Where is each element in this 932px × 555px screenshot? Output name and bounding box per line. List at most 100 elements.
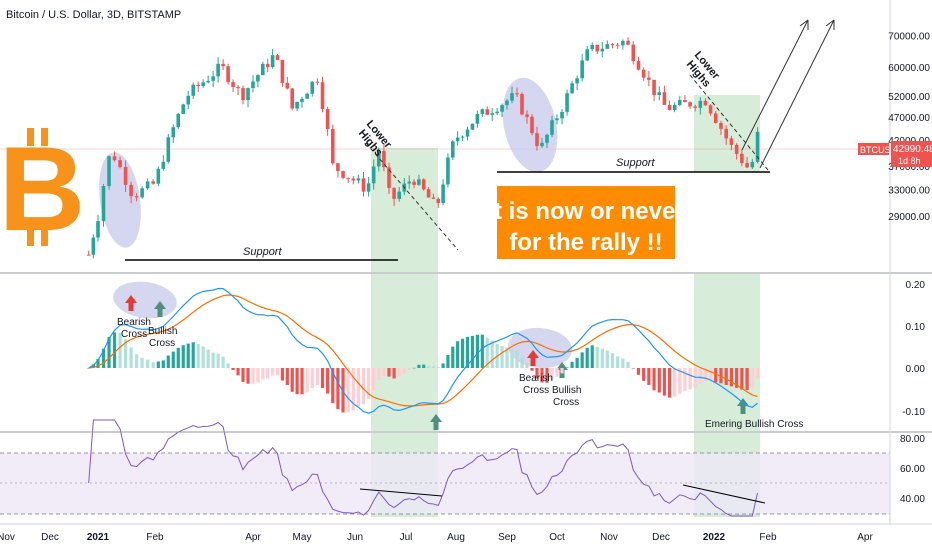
macd-histogram-bar bbox=[740, 368, 744, 390]
price-badge bbox=[891, 141, 932, 167]
bullish-cross-2-line2: Cross bbox=[553, 397, 579, 408]
macd-histogram-bar bbox=[285, 368, 289, 385]
macd-histogram-bar bbox=[87, 368, 91, 369]
macd-histogram-bar bbox=[750, 368, 754, 388]
time-tick-label: 2022 bbox=[703, 532, 726, 543]
candle-body bbox=[145, 181, 150, 189]
macd-histogram-bar bbox=[290, 368, 294, 392]
candle-body bbox=[510, 93, 514, 101]
candle-body bbox=[575, 78, 579, 84]
bearish-cross-2-line2: Cross bbox=[523, 385, 549, 396]
candle-body bbox=[412, 181, 416, 185]
macd-histogram-bar bbox=[315, 368, 319, 385]
macd-histogram-bar bbox=[530, 368, 534, 371]
macd-histogram-bar bbox=[331, 368, 335, 404]
macd-histogram-bar bbox=[407, 368, 411, 371]
candle-body bbox=[460, 136, 465, 138]
highlight-ellipse bbox=[502, 77, 558, 173]
macd-histogram-bar bbox=[745, 368, 749, 391]
rsi-line bbox=[88, 419, 758, 517]
rsi-tick-label: 80.00 bbox=[900, 434, 925, 445]
candle-body bbox=[351, 178, 356, 181]
candle-body bbox=[570, 83, 574, 94]
macd-histogram-bar bbox=[555, 368, 559, 377]
macd-tick-label: 0.10 bbox=[906, 322, 926, 333]
candle-body bbox=[621, 40, 625, 46]
candle-body bbox=[505, 100, 509, 106]
macd-histogram-bar bbox=[382, 368, 386, 376]
callout-box bbox=[497, 186, 675, 259]
macd-histogram-bar bbox=[724, 368, 728, 386]
candle-body bbox=[392, 187, 396, 199]
bullish-cross-1-line1: Bullish bbox=[148, 326, 177, 337]
candle-body bbox=[211, 76, 215, 81]
macd-tick-label: -0.10 bbox=[902, 407, 925, 418]
candle-body bbox=[196, 84, 200, 87]
candle-body bbox=[285, 82, 290, 89]
candle-body bbox=[270, 55, 275, 68]
macd-tick-label: 0.00 bbox=[906, 364, 926, 375]
candle-body bbox=[310, 81, 315, 94]
candle-body bbox=[181, 104, 186, 114]
macd-histogram-bar bbox=[540, 368, 544, 383]
macd-histogram-bar bbox=[431, 366, 436, 368]
macd-histogram-bar bbox=[616, 356, 620, 368]
macd-histogram-bar bbox=[221, 356, 225, 368]
macd-histogram-bar bbox=[515, 350, 519, 368]
candle-body bbox=[734, 144, 739, 154]
projection-arrow-2-head bbox=[825, 19, 835, 30]
candle-body bbox=[91, 237, 96, 255]
macd-histogram-bar bbox=[500, 345, 504, 368]
macd-histogram-bar bbox=[480, 334, 484, 368]
candle-body bbox=[545, 134, 549, 143]
macd-histogram-bar bbox=[708, 368, 713, 382]
macd-histogram-bar bbox=[171, 351, 175, 368]
candle-body bbox=[366, 183, 371, 192]
candle-body bbox=[490, 113, 494, 115]
candle-body bbox=[426, 189, 431, 198]
macd-histogram-bar bbox=[662, 368, 667, 396]
candle-body bbox=[470, 123, 475, 130]
macd-histogram-bar bbox=[336, 368, 340, 410]
macd-histogram-bar bbox=[621, 358, 625, 368]
macd-histogram-bar bbox=[490, 340, 494, 368]
candle-body bbox=[134, 196, 139, 198]
price-tick-label: 60000.00 bbox=[888, 63, 930, 74]
macd-histogram-bar bbox=[166, 355, 170, 368]
macd-histogram-bar bbox=[703, 368, 708, 382]
macd-histogram-bar bbox=[387, 368, 391, 377]
candle-body bbox=[688, 102, 692, 107]
rsi-tick-label: 40.00 bbox=[900, 494, 925, 505]
bullish-cross-arrow-3 bbox=[430, 414, 442, 430]
macd-histogram-bar bbox=[361, 368, 366, 405]
macd-histogram-bar bbox=[714, 368, 718, 383]
candle-body bbox=[382, 151, 386, 168]
emerging-cross-label: Emering Bullish Cross bbox=[705, 419, 803, 430]
candle-body bbox=[678, 100, 682, 105]
macd-histogram-bar bbox=[211, 352, 215, 368]
macd-histogram-bar bbox=[585, 347, 589, 368]
macd-histogram-bar bbox=[755, 368, 760, 379]
candle-body bbox=[216, 63, 220, 77]
candle-body bbox=[565, 93, 569, 112]
macd-histogram-bar bbox=[678, 368, 682, 394]
candle-body bbox=[320, 82, 325, 110]
macd-line bbox=[88, 287, 758, 414]
candle-body bbox=[590, 44, 595, 50]
candle-body bbox=[246, 88, 250, 101]
macd-histogram-bar bbox=[535, 368, 539, 379]
macd-histogram-bar bbox=[647, 368, 651, 385]
bullish-cross-1-line2: Cross bbox=[149, 338, 175, 349]
macd-histogram-bar bbox=[231, 368, 235, 371]
macd-histogram-bar bbox=[135, 354, 139, 368]
callout-line1: It is now or never bbox=[487, 198, 684, 225]
time-tick-label: Dec bbox=[41, 532, 59, 543]
macd-histogram-bar bbox=[186, 343, 190, 368]
macd-histogram-bar bbox=[367, 368, 371, 400]
chart-title: Bitcoin / U.S. Dollar, 3D, BITSTAMP bbox=[6, 9, 181, 21]
candle-body bbox=[112, 156, 117, 161]
candle-body bbox=[166, 137, 171, 162]
candle-body bbox=[693, 106, 697, 108]
